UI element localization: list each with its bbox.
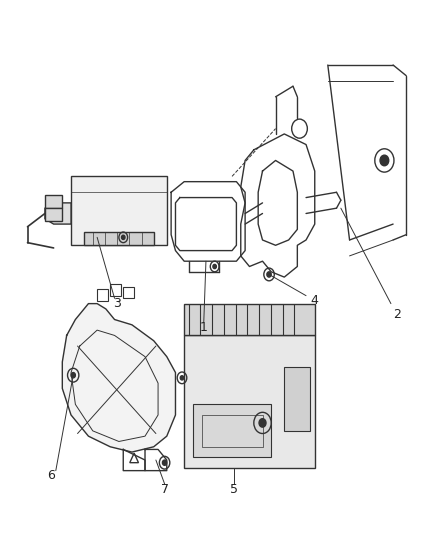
Bar [184,335,315,468]
Bar [71,176,167,245]
Text: 5: 5 [230,483,238,496]
Bar [201,415,262,447]
Text: 4: 4 [311,294,319,308]
Circle shape [121,235,125,239]
Bar [84,232,154,245]
Circle shape [213,264,216,269]
Bar [123,287,134,298]
Text: 1: 1 [200,321,208,334]
Text: 7: 7 [161,483,169,496]
Circle shape [180,376,184,380]
Text: 6: 6 [47,470,55,482]
Circle shape [267,272,271,277]
Circle shape [380,155,389,166]
Text: 3: 3 [113,297,120,310]
Bar [97,289,108,301]
Circle shape [71,373,75,378]
Text: 2: 2 [393,308,401,321]
Bar [193,405,271,457]
Bar [45,195,62,208]
Polygon shape [62,304,176,452]
Bar [284,367,311,431]
Circle shape [162,460,167,465]
Circle shape [259,419,266,427]
Bar [110,284,121,296]
Bar [184,304,315,335]
Polygon shape [45,203,71,224]
Bar [45,208,62,221]
